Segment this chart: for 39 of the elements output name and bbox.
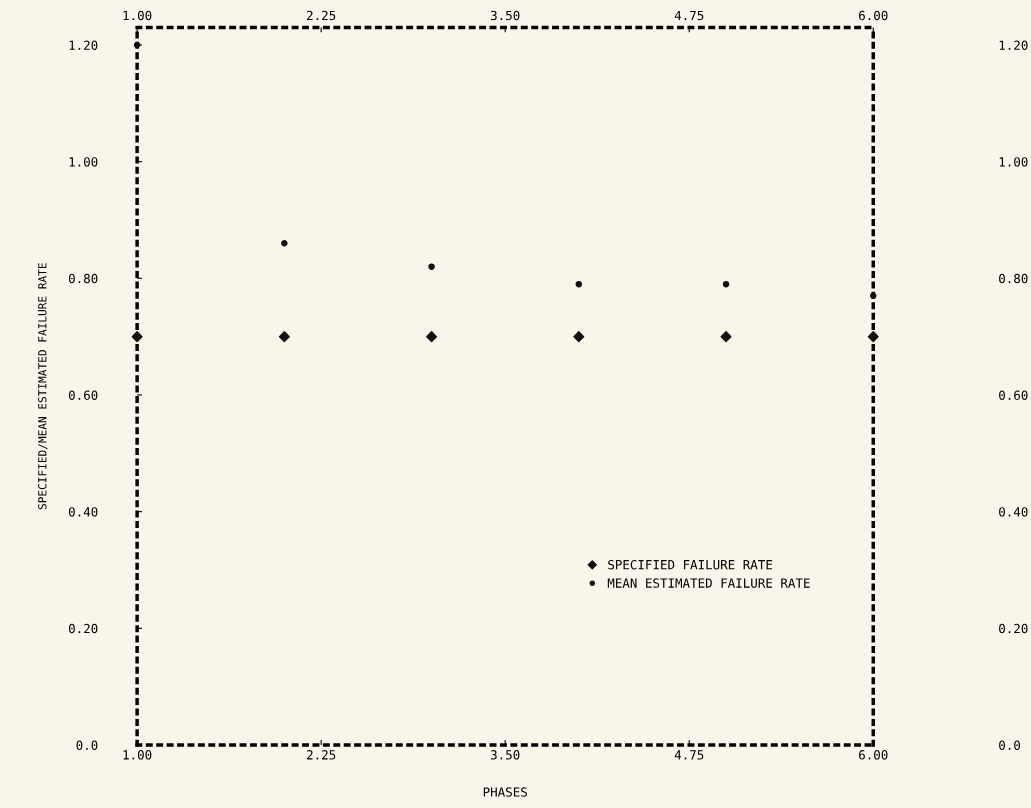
y-tick-label: 0.0	[76, 740, 98, 750]
point	[870, 292, 877, 300]
y-tick-label: 1.20	[69, 40, 98, 50]
point	[278, 331, 290, 343]
y2-tick-label: 0.60	[999, 390, 1028, 400]
point	[428, 263, 435, 270]
y2-tick-label: 0.40	[999, 507, 1028, 517]
y-tick-label: 0.40	[68, 507, 98, 517]
x2-tick-label: 3.50	[490, 10, 520, 21]
point	[720, 331, 732, 343]
point	[573, 331, 585, 343]
y-tick-label: 1.00	[69, 157, 98, 167]
point	[281, 240, 288, 247]
y2-tick-label: 0.0	[999, 740, 1021, 750]
x-tick-label: 4.75	[674, 750, 704, 760]
point	[722, 280, 730, 288]
x-axis-title: PHASES	[483, 787, 527, 797]
x2-tick-label: 6.00	[859, 10, 888, 21]
legend-label: SPECIFIED FAILURE RATE	[608, 559, 773, 570]
y2-tick-label: 0.20	[999, 623, 1028, 634]
y-tick-label: 0.60	[68, 390, 98, 400]
y-tick-label: 0.20	[68, 623, 98, 634]
x-tick-label: 2.25	[307, 750, 336, 760]
x2-tick-label: 2.25	[307, 10, 336, 21]
y2-tick-label: 0.80	[999, 273, 1028, 284]
y-axis-title: SPECIFIED/MEAN ESTIMATED FAILURE RATE	[38, 263, 48, 510]
y2-tick-label: 1.20	[999, 40, 1028, 50]
y2-tick-label: 1.00	[999, 157, 1028, 167]
point	[131, 331, 143, 343]
x2-tick-label: 4.75	[674, 10, 704, 21]
x-tick-label: 3.50	[490, 750, 520, 760]
point	[575, 280, 583, 288]
x-tick-label: 6.00	[859, 750, 888, 760]
x-tick-label: 1.00	[123, 750, 152, 760]
point	[867, 331, 879, 343]
legend-label: MEAN ESTIMATED FAILURE RATE	[607, 578, 810, 588]
point	[426, 331, 438, 343]
x2-tick-label: 1.00	[123, 10, 152, 21]
y-tick-label: 0.80	[68, 273, 98, 284]
